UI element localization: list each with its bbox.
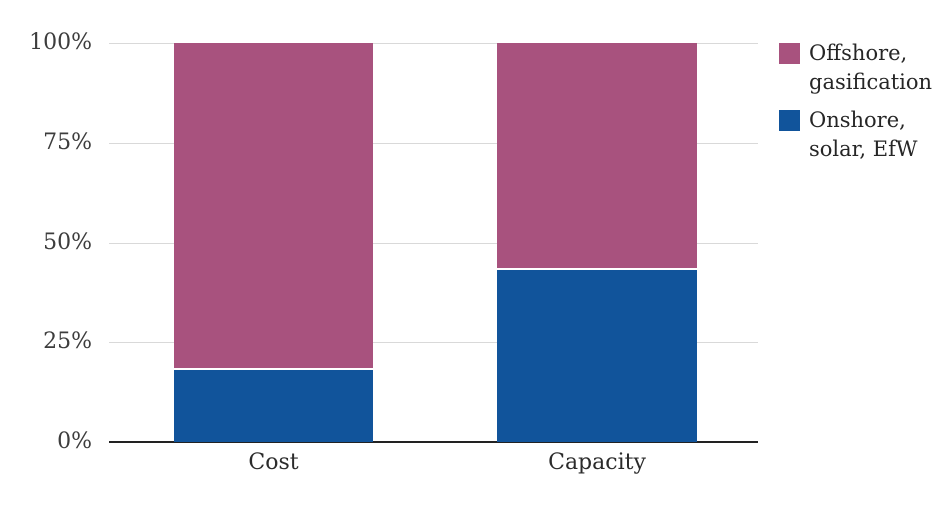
legend-item: Offshore, gasification	[779, 39, 933, 97]
y-tick-label-0: 0%	[57, 429, 92, 454]
legend-swatch-icon	[779, 43, 800, 64]
legend-label: Offshore, gasification	[809, 41, 933, 94]
gridline-25	[109, 342, 758, 344]
legend-label: Onshore, solar, EfW	[809, 108, 918, 161]
gridline-100	[109, 43, 758, 44]
legend-swatch-icon	[779, 110, 800, 131]
gridline-75	[109, 142, 758, 144]
x-tick-label-capacity: Capacity	[548, 450, 646, 475]
legend: Offshore, gasification Onshore, solar, EfW	[779, 39, 933, 173]
bar-capacity	[497, 43, 697, 442]
x-axis-line	[109, 441, 758, 443]
y-tick-label-75: 75%	[43, 129, 92, 155]
y-tick-label-100: 100%	[29, 30, 92, 55]
y-tick-label-50: 50%	[43, 229, 92, 255]
bar-segment-offshore-gasification	[497, 43, 697, 269]
legend-item: Onshore, solar, EfW	[779, 106, 933, 164]
plot-area	[109, 43, 758, 443]
bar-segment-onshore-solar-efw	[174, 370, 373, 442]
bar-cost	[174, 43, 373, 442]
bar-segment-offshore-gasification	[174, 43, 373, 369]
y-tick-label-25: 25%	[43, 329, 92, 355]
gridline-50	[109, 242, 758, 244]
x-tick-label-cost: Cost	[248, 450, 299, 475]
bar-segment-onshore-solar-efw	[497, 270, 697, 442]
